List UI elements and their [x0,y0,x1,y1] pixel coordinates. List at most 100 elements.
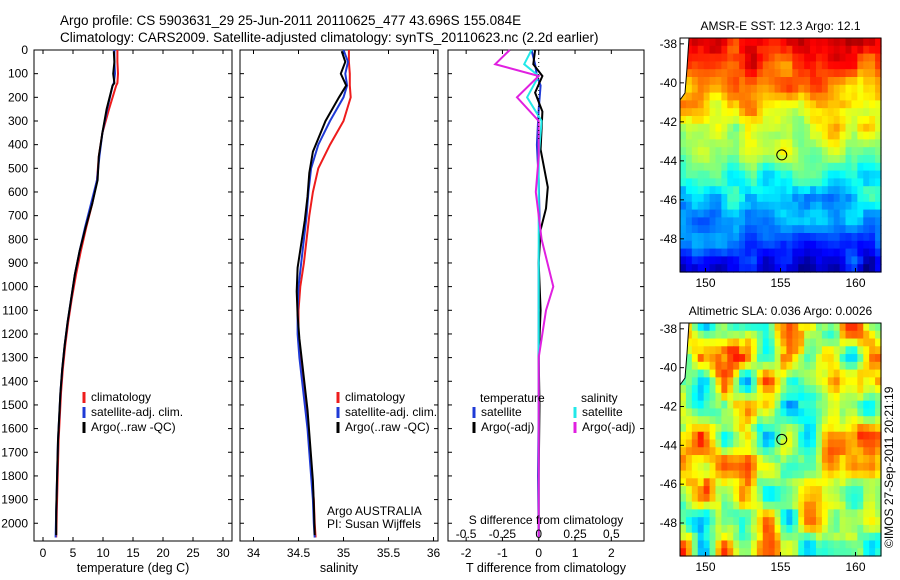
map-cell [833,524,841,534]
map-cell [727,447,734,456]
map-cell [792,170,799,179]
map-cell [685,201,693,211]
map-cell [815,462,823,472]
map-cell [680,170,687,179]
map-cell [709,248,717,257]
map-cell [709,493,717,503]
map-cell [815,439,823,448]
map-cell [863,233,870,242]
argo-position-marker [776,149,788,161]
map-cell [821,346,829,355]
map-cell [774,346,782,355]
map-cell [721,217,728,226]
map-cell [786,462,793,472]
map-cell [810,186,817,195]
map-cell [750,155,758,164]
map-cell [863,517,870,526]
map-cell [750,186,758,195]
map-cell [715,470,722,479]
map-cell [750,408,758,417]
map-cell [774,162,782,172]
map-cell [786,408,793,417]
map-cell [845,361,853,371]
map-cell [869,38,876,47]
map-cell [810,361,817,371]
map-cell [774,84,782,94]
map-cell [792,369,799,378]
map-cell [709,385,717,394]
map-cell [703,217,711,226]
map-cell [798,100,805,109]
map-cell [697,186,705,195]
map-cell [857,108,864,117]
map-cell [762,517,770,526]
map-cell [733,131,740,140]
map-cell [715,123,722,133]
map-cell [857,194,864,203]
map-cell [750,256,758,265]
map-cell [691,209,699,218]
map-cell [827,240,835,250]
map-cell [721,478,728,487]
map-cell [875,338,882,347]
map-cell [685,170,693,179]
map-cell [733,470,740,479]
map-cell [756,100,764,109]
map-cell [750,123,758,133]
map-cell [721,162,728,172]
map-cell [863,123,870,133]
map-cell [804,354,811,363]
map-cell [798,123,805,133]
map-cell [703,377,711,386]
map-cell [827,69,835,78]
map-cell [739,186,746,195]
map-cell [750,323,758,332]
map-cell [733,225,740,234]
map-cell [680,194,687,203]
map-cell [745,548,752,557]
map-cell [839,38,847,47]
map-cell [804,131,811,140]
map-cell [869,408,876,417]
map-cell [786,493,793,503]
map-cell [727,540,734,549]
map-cell [762,524,770,534]
series-line [295,50,348,536]
map-cell [685,53,693,62]
map-cell [851,478,858,487]
map-cell [815,240,823,250]
map-cell [733,548,740,557]
map-cell [827,369,835,378]
map-cell [821,431,829,441]
map-cell [810,69,817,78]
map-cell [733,147,740,156]
map-cell [851,540,858,549]
map-cell [709,69,717,78]
map-cell [786,209,793,218]
map-cell [839,354,847,363]
map-cell [762,108,770,117]
map-cell [762,408,770,417]
map-cell [727,377,734,386]
map-cell [715,323,722,332]
map-cell [715,524,722,534]
map-cell [709,377,717,386]
map-cell [691,194,699,203]
map-cell [709,486,717,495]
map-cell [703,532,711,542]
map-cell [798,264,805,273]
map-cell [733,462,740,472]
map-cell [792,131,799,140]
map-cell [685,256,693,265]
map-cell [756,385,764,394]
map-cell [810,532,817,542]
map-cell [721,240,728,250]
map-cell [804,346,811,355]
map-cell [810,178,817,187]
map-cell [756,84,764,94]
map-cell [703,123,711,133]
y-tick-label: -44 [660,154,678,168]
map-cell [691,92,699,101]
map-cell [745,194,752,203]
map-cell [792,478,799,487]
